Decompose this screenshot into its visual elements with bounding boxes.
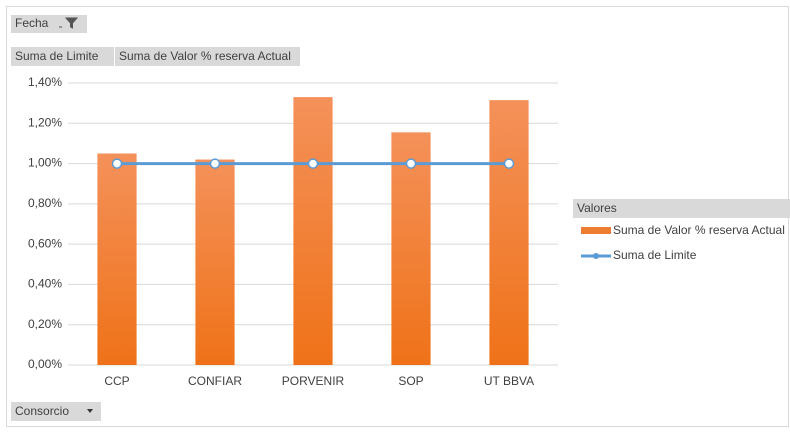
filter-icon [59, 17, 79, 29]
x-tick-label: CCP [104, 374, 129, 388]
y-tick-label: 1,40% [28, 75, 62, 89]
value-button[interactable] [11, 47, 114, 66]
line-marker [209, 158, 221, 169]
line-marker [111, 158, 123, 169]
value-button-label: Suma de Limite [15, 49, 99, 63]
x-tick-label: SOP [398, 374, 423, 388]
legend-title: Valores [577, 201, 617, 215]
filter-label: Fecha [15, 16, 49, 30]
y-tick-label: 0,40% [28, 277, 62, 291]
x-tick-label: PORVENIR [282, 374, 345, 388]
x-tick-label: CONFIAR [188, 374, 242, 388]
value-button[interactable] [115, 47, 300, 66]
legend-header [573, 199, 790, 218]
bar [391, 132, 431, 365]
line-marker [405, 158, 417, 169]
legend-swatch [581, 227, 611, 234]
x-tick-label: UT BBVA [484, 374, 534, 388]
bar [293, 97, 333, 365]
bar [195, 159, 235, 365]
y-tick-label: 0,00% [28, 357, 62, 371]
dropdown-icon [87, 409, 93, 413]
axis-field-label: Consorcio [15, 404, 69, 418]
legend-label: Suma de Valor % reserva Actual [613, 223, 785, 237]
y-tick-label: 0,60% [28, 236, 62, 250]
y-tick-label: 0,80% [28, 196, 62, 210]
axis-field-button[interactable] [11, 402, 101, 421]
line-marker [307, 158, 319, 169]
y-tick-label: 1,00% [28, 156, 62, 170]
value-button-label: Suma de Valor % reserva Actual [119, 49, 291, 63]
y-tick-label: 1,20% [28, 115, 62, 129]
bar [489, 100, 529, 365]
y-tick-label: 0,20% [28, 317, 62, 331]
legend-label: Suma de Limite [613, 248, 697, 262]
bar [97, 153, 137, 365]
legend-marker [593, 253, 599, 259]
line-marker [503, 158, 515, 169]
